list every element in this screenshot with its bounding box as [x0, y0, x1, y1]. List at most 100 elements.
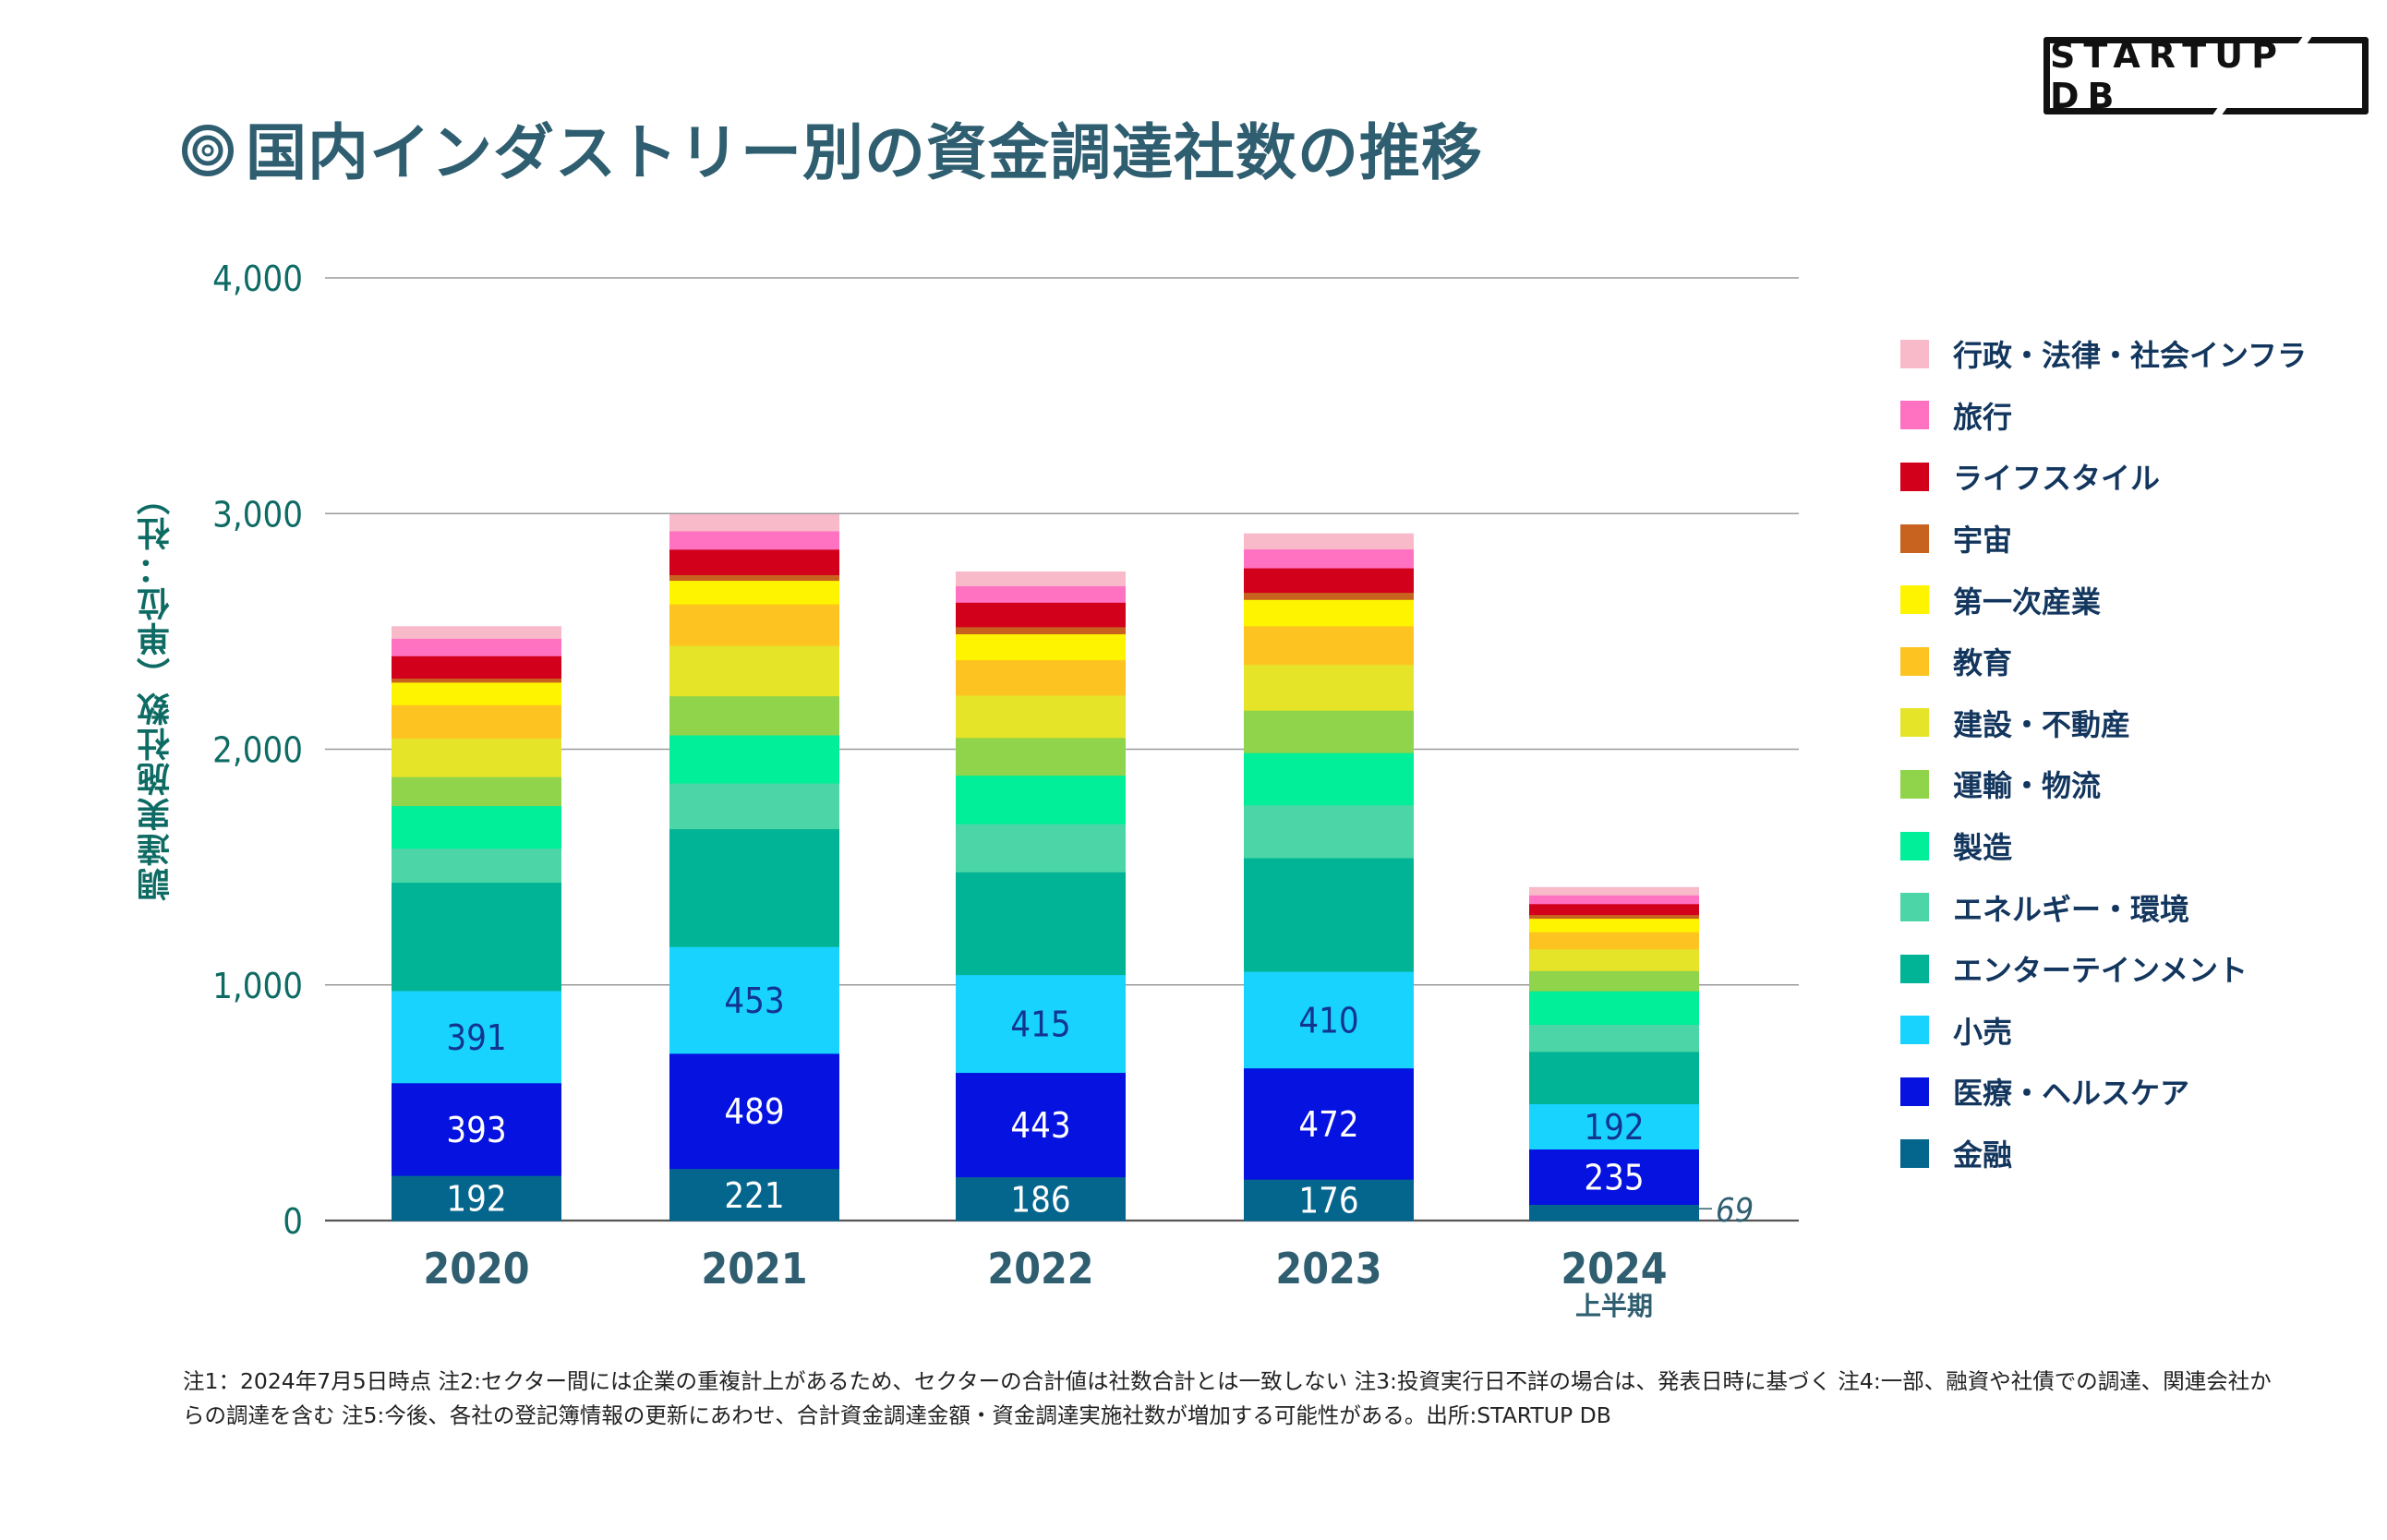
bar-segment — [1529, 903, 1699, 916]
data-label: 221 — [724, 1175, 784, 1216]
data-label: 453 — [724, 981, 784, 1021]
bar-segment — [669, 644, 839, 697]
bar-segment — [669, 580, 839, 605]
bar-segment — [1529, 914, 1699, 920]
data-label: 192 — [1584, 1107, 1644, 1148]
x-tick-label: 2020 — [423, 1244, 529, 1293]
bar-stack-2021: 221 489 453 — [669, 514, 839, 1221]
legend-label: 行政・法律・社会インフラ — [1953, 338, 2308, 374]
bar-segment — [669, 695, 839, 736]
legend-label: エネルギー・環境 — [1953, 891, 2190, 927]
bar-stack-2024: 69 235 192 — [1529, 886, 1754, 1230]
legend-item: 小売 — [1900, 1000, 2307, 1062]
legend: 行政・法律・社会インフラ 旅行ライフスタイル 宇宙第一次産業教育建設・不動産 運輸・物… — [1900, 323, 2307, 1184]
bar-segment — [1244, 625, 1414, 666]
bar-segment — [1244, 857, 1414, 972]
bar-segment — [392, 848, 561, 884]
bar-segment — [1244, 599, 1414, 627]
legend-swatch — [1900, 1138, 1929, 1168]
legend-label: 小売 — [1953, 1014, 2013, 1050]
legend-item: 金融 — [1900, 1123, 2307, 1185]
bar-segment — [392, 656, 561, 680]
data-label: 472 — [1298, 1104, 1358, 1145]
bar-stack-2022: 186 443 415 — [956, 571, 1126, 1221]
bar-segment — [1244, 752, 1414, 806]
data-label: 186 — [1010, 1179, 1070, 1220]
data-label: 415 — [1010, 1004, 1070, 1044]
page-title: 国内インダストリー別の資金調達社数の推移 — [181, 103, 1483, 192]
legend-swatch — [1900, 893, 1929, 922]
bar-segment — [1244, 592, 1414, 600]
bar-segment — [392, 882, 561, 992]
legend-item: 製造 — [1900, 815, 2307, 877]
legend-swatch — [1900, 401, 1929, 430]
legend-label: 第一次産業 — [1953, 584, 2102, 620]
bar-segment — [392, 1082, 561, 1176]
bar-segment — [1529, 991, 1699, 1025]
legend-label: 運輸・物流 — [1953, 768, 2102, 804]
bar-segment — [956, 1176, 1126, 1221]
legend-item: 建設・不動産 — [1900, 692, 2307, 754]
legend-label: 宇宙 — [1953, 523, 2013, 559]
bar-segment — [956, 974, 1126, 1074]
bar-segment — [1529, 1103, 1699, 1150]
startup-db-logo: STARTUP DB — [2043, 35, 2369, 116]
data-label: 393 — [446, 1110, 506, 1150]
bar-segment — [392, 805, 561, 849]
bar-segment — [1529, 1204, 1699, 1221]
legend-swatch — [1900, 1016, 1929, 1045]
legend-label: 建設・不動産 — [1953, 706, 2131, 742]
legend-item: 宇宙 — [1900, 508, 2307, 570]
bar-segment — [669, 734, 839, 784]
y-tick-label: 4,000 — [212, 259, 303, 299]
page-title-text: 国内インダストリー別の資金調達社数の推移 — [246, 117, 1483, 188]
bar-segment — [956, 571, 1126, 586]
legend-label: 医療・ヘルスケア — [1953, 1076, 2190, 1112]
legend-swatch — [1900, 831, 1929, 860]
bar-segment — [392, 1174, 561, 1221]
bar-segment — [669, 783, 839, 830]
y-tick-label: 1,000 — [212, 966, 303, 1006]
legend-item: 医療・ヘルスケア — [1900, 1061, 2307, 1123]
data-label: 410 — [1298, 1000, 1358, 1041]
bars: 192 393 391 221 489 453 186 443 415 176 472 410 69 23… — [392, 514, 1754, 1230]
x-tick-sublabel: 上半期 — [1575, 1291, 1653, 1321]
bar-segment — [956, 1072, 1126, 1178]
bar-segment — [1529, 895, 1699, 905]
bar-segment — [956, 824, 1126, 872]
bar-segment — [1529, 1024, 1699, 1053]
y-axis-ticks: 0 1,000 2,000 3,000 4,000 — [212, 259, 303, 1242]
legend-label: エンターテインメント — [1953, 953, 2248, 989]
bar-segment — [956, 585, 1126, 603]
bar-segment — [1244, 664, 1414, 711]
bar-segment — [956, 694, 1126, 739]
bar-segment — [392, 738, 561, 777]
bar-segment — [1244, 804, 1414, 859]
bar-segment — [392, 704, 561, 739]
bar-stack-2023: 176 472 410 — [1244, 533, 1414, 1221]
bar-segment — [1244, 710, 1414, 753]
legend-item: エネルギー・環境 — [1900, 876, 2307, 938]
legend-label: 旅行 — [1953, 399, 2013, 435]
x-tick-label: 2022 — [987, 1244, 1093, 1293]
bar-segment — [1244, 548, 1414, 569]
bar-segment — [669, 574, 839, 582]
bar-segment — [1529, 948, 1699, 971]
x-tick-label: 2023 — [1275, 1244, 1381, 1293]
legend-item: 旅行 — [1900, 385, 2307, 447]
annotation-label: 69 — [1716, 1192, 1754, 1230]
legend-swatch — [1900, 708, 1929, 738]
bar-segment — [392, 776, 561, 807]
data-label: 192 — [446, 1178, 506, 1219]
legend-item: 第一次産業 — [1900, 569, 2307, 631]
legend-swatch — [1900, 523, 1929, 553]
legend-item: ライフスタイル — [1900, 446, 2307, 508]
legend-label: ライフスタイル — [1953, 461, 2161, 497]
legend-item: 教育 — [1900, 631, 2307, 692]
x-tick-label: 2021 — [701, 1244, 807, 1293]
bar-segment — [669, 548, 839, 575]
legend-swatch — [1900, 646, 1929, 676]
legend-item: エンターテインメント — [1900, 938, 2307, 1000]
bar-segment — [1244, 1067, 1414, 1180]
